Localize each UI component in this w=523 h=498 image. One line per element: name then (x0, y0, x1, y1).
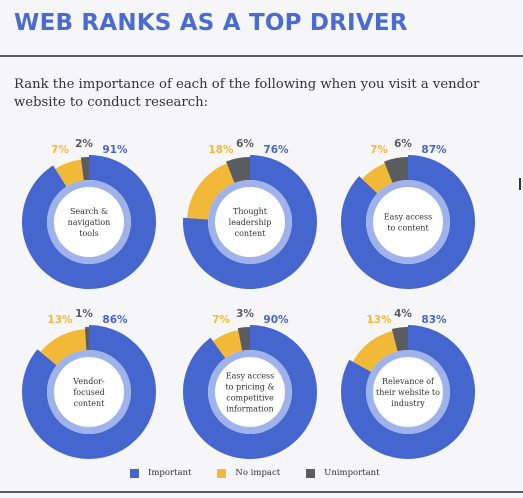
slice-unimportant (384, 157, 408, 183)
donut-core (215, 357, 285, 427)
label-important: 86% (102, 314, 128, 326)
legend-swatch-important (130, 468, 139, 478)
slice-unimportant (237, 327, 250, 351)
donut-center-label: focused (73, 388, 104, 397)
slice-important (340, 325, 475, 459)
legend-label-important: Important (148, 468, 192, 478)
slice-important (341, 155, 475, 289)
slice-unimportant (80, 157, 89, 181)
donut-center-label: Thought (233, 207, 268, 216)
donut-center-label: Relevance of (382, 377, 435, 386)
donut-center-label: leadership (229, 218, 272, 227)
donut-center-label: industry (391, 399, 425, 408)
donut-center-label: navigation (68, 218, 111, 227)
slice-important (21, 325, 156, 459)
donut-chart-4: Vendor-focused content 86% 13% 1% (21, 308, 156, 459)
legend-item-unimportant: Unimportant (306, 468, 380, 478)
slice-unimportant (391, 327, 408, 352)
label-unimportant: 4% (394, 308, 412, 320)
donut-center-label: Easy access (384, 213, 432, 222)
label-no-impact: 7% (51, 144, 69, 156)
slice-unimportant (84, 327, 89, 351)
label-no-impact: 7% (370, 144, 388, 156)
label-no-impact: 18% (208, 144, 234, 156)
slice-no-impact (212, 330, 243, 359)
donut-center-label: information (226, 405, 273, 414)
donut-center-label: to pricing & (225, 383, 274, 392)
donut-chart-2: Thought leadership content 76% 18% 6% (182, 138, 317, 289)
donut-center-label: content (74, 399, 106, 408)
slice-no-impact (362, 163, 393, 194)
donut-chart-1: Search & navigation tools 91% 7% 2% (21, 138, 157, 289)
legend: Important No impact Unimportant (130, 468, 406, 478)
legend-label-no-impact: No impact (235, 468, 281, 478)
legend-item-important: Important (130, 468, 191, 478)
label-unimportant: 6% (394, 138, 412, 150)
donut-center-label: to content (387, 224, 429, 233)
donut-chart-5: Easy access to pricing & competitive inform… (183, 308, 318, 459)
edge-mark (519, 178, 521, 190)
legend-label-unimportant: Unimportant (324, 468, 380, 478)
slice-important (183, 325, 318, 459)
donut-core (373, 357, 443, 427)
label-unimportant: 6% (236, 138, 254, 150)
donut-center-label: tools (79, 229, 99, 238)
donut-core (54, 187, 124, 257)
label-important: 83% (421, 314, 447, 326)
label-unimportant: 1% (75, 308, 93, 320)
donut-center-label: competitive (226, 394, 274, 403)
donut-chart-3: Easy access to content 87% 7% 6% (341, 138, 475, 289)
donut-core (54, 357, 124, 427)
page-title: WEB RANKS AS A TOP DRIVER (14, 10, 408, 36)
legend-swatch-unimportant (306, 468, 316, 478)
slice-important (182, 155, 317, 289)
label-unimportant: 2% (75, 138, 93, 150)
slice-important (21, 155, 157, 289)
label-important: 91% (102, 144, 128, 156)
slice-no-impact (40, 329, 87, 366)
slice-unimportant (226, 157, 250, 183)
donut-center-label: Easy access (226, 372, 274, 381)
bottom-divider (0, 491, 523, 493)
label-important: 76% (263, 144, 289, 156)
subtitle: Rank the importance of each of the follo… (14, 77, 480, 110)
top-divider (0, 55, 523, 57)
donut-chart-6: Relevance of their website to industry 83% 1… (340, 308, 475, 459)
donut-core (215, 187, 285, 257)
donut-center-label: their website to (376, 388, 440, 397)
label-no-impact: 13% (366, 314, 392, 326)
label-no-impact: 13% (47, 314, 73, 326)
label-unimportant: 3% (236, 308, 254, 320)
donut-center-label: Search & (70, 207, 108, 216)
label-important: 87% (421, 144, 447, 156)
label-important: 90% (263, 314, 289, 326)
slice-no-impact (187, 163, 235, 220)
donut-center-label: Vendor- (72, 377, 105, 386)
label-no-impact: 7% (212, 314, 230, 326)
slice-no-impact (352, 330, 398, 372)
slice-no-impact (55, 159, 84, 187)
donut-core (373, 187, 443, 257)
legend-item-no-impact: No impact (217, 468, 280, 478)
legend-swatch-no-impact (217, 468, 227, 478)
donut-center-label: content (235, 229, 267, 238)
